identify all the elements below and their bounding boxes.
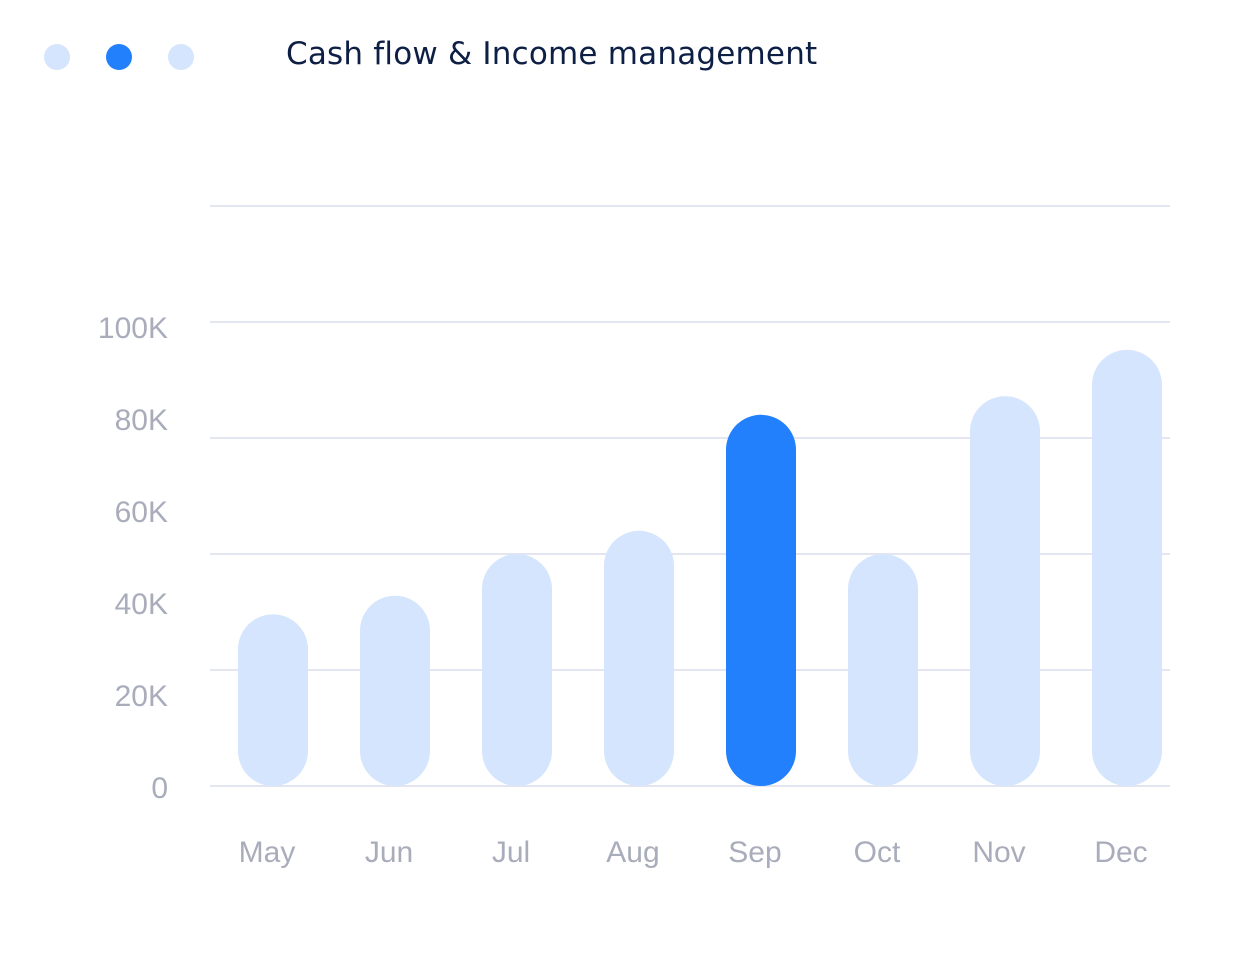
pager-dot-3[interactable] <box>168 44 194 70</box>
x-tick-label-jul: Jul <box>492 836 530 869</box>
y-axis-labels: 0 20K 40K 60K 80K 100K <box>98 312 168 805</box>
y-tick-label: 60K <box>115 496 168 529</box>
y-tick-label: 0 <box>151 772 168 805</box>
x-tick-label-aug: Aug <box>606 836 659 869</box>
x-tick-label-may: May <box>239 836 296 869</box>
bar-sep[interactable] <box>726 414 796 786</box>
x-tick-label-dec: Dec <box>1094 836 1147 869</box>
x-tick-label-nov: Nov <box>972 836 1025 869</box>
chart-title: Cash flow & Income management <box>286 36 818 72</box>
x-axis-labels: May Jun Jul Aug Sep Oct Nov Dec <box>239 836 1148 869</box>
x-tick-label-sep: Sep <box>728 836 781 869</box>
y-tick-label: 40K <box>115 588 168 621</box>
bar-aug[interactable] <box>604 530 674 786</box>
bar-jun[interactable] <box>360 595 430 786</box>
bar-dec[interactable] <box>1092 349 1162 786</box>
pager-dot-1[interactable] <box>44 44 70 70</box>
pager-dot-2-active[interactable] <box>106 44 132 70</box>
x-tick-label-jun: Jun <box>365 836 413 869</box>
bar-may[interactable] <box>238 614 308 786</box>
chart-header: Cash flow & Income management <box>0 0 1234 120</box>
bar-nov[interactable] <box>970 396 1040 786</box>
x-tick-label-oct: Oct <box>854 836 901 869</box>
bar-jul[interactable] <box>482 554 552 786</box>
bars <box>238 349 1162 786</box>
y-tick-label: 20K <box>115 680 168 713</box>
y-tick-label: 80K <box>115 404 168 437</box>
y-tick-label: 100K <box>98 312 168 345</box>
bar-oct[interactable] <box>848 554 918 786</box>
